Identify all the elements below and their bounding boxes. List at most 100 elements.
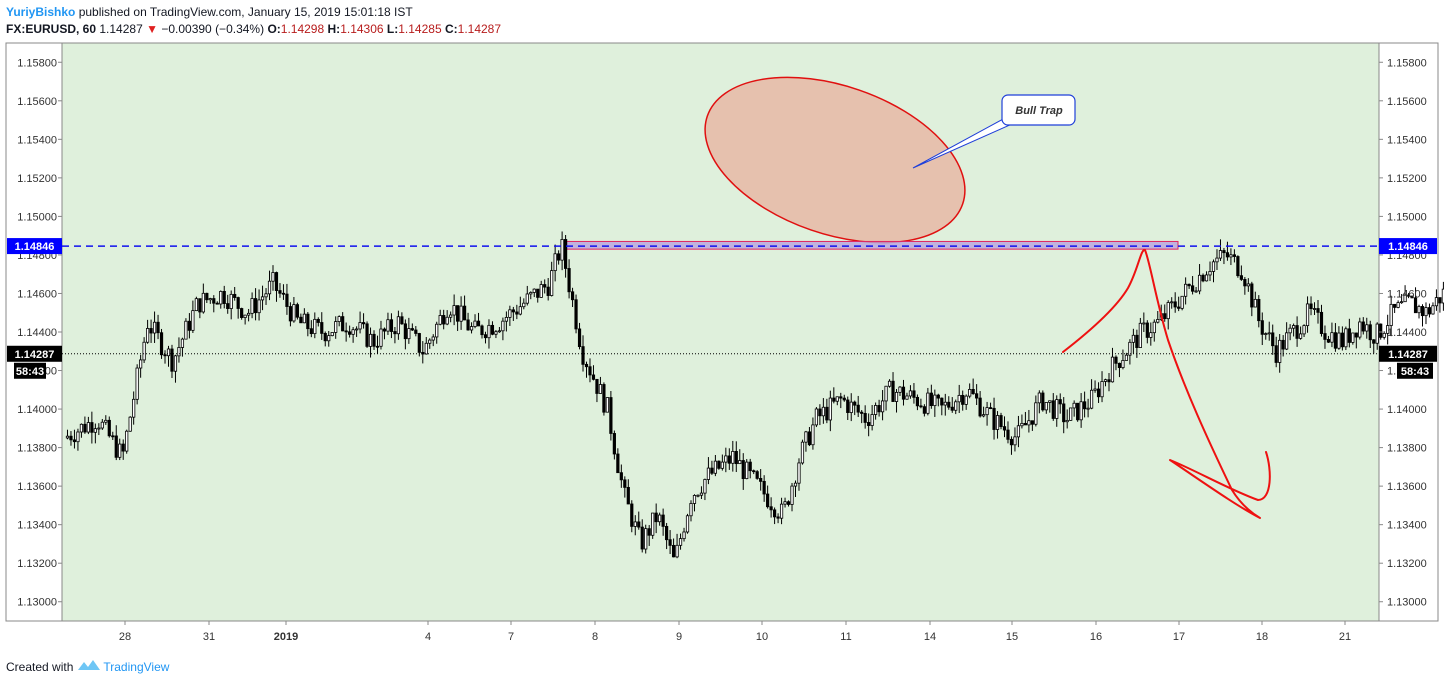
resistance-zone [565,240,1179,250]
candle-body [821,406,825,417]
candle-body [1413,297,1418,314]
candle-body [1278,339,1282,363]
candle-body [971,389,975,395]
candle-body [508,309,512,318]
candle-body [999,415,1003,428]
candle-body [915,396,920,407]
candle-body [769,506,773,511]
candle-body [1285,332,1289,350]
candle-body [1330,332,1334,343]
candle-body [766,493,770,508]
candle-body [83,423,87,433]
candle-body [1016,425,1021,438]
resistance-price-tag-right: 1.14846 [1388,241,1428,253]
candle-body [135,367,139,400]
candle-body [755,471,759,479]
candle-body [247,312,251,316]
candle-body [1372,339,1376,344]
candle-body [1051,400,1055,419]
candle-body [529,292,533,295]
candle-body [462,305,467,321]
candle-body [1243,279,1247,287]
candle-body [337,316,341,322]
candle-body [306,313,310,330]
candle-body [271,272,275,282]
candle-body [1309,303,1313,309]
candle-body [1347,328,1351,343]
candle-body [1156,319,1160,323]
candle-body [1079,401,1083,421]
candle-body [982,414,986,417]
candle-body [1009,438,1014,446]
tradingview-link[interactable]: TradingView [103,659,170,674]
candle-body [595,378,599,394]
candle-body [797,462,801,484]
candle-body [1246,283,1250,287]
tradingview-logo-icon[interactable] [77,658,101,675]
candle-body [793,482,798,487]
candle-body [1326,339,1331,343]
current-price-tag-right: 1.14287 [1388,349,1428,361]
left-price-axis: 1.15800 1.15600 1.15400 1.15200 1.15000 1.148… [17,57,62,609]
candle-body [863,413,867,423]
candle-body [905,395,909,400]
candle-body [428,339,432,344]
candle-body [511,309,515,313]
candle-body [1438,297,1442,304]
candle-body [574,299,578,330]
candle-body [354,328,359,331]
candle-body [738,460,742,465]
candle-body [584,363,589,368]
candle-body [253,298,258,314]
candle-body [490,324,495,335]
candle-body [494,331,498,335]
candle-body [706,467,711,480]
candle-body [1149,332,1153,338]
candle-body [564,239,568,269]
candle-body [198,298,202,313]
candle-body [100,421,104,429]
candle-body [166,348,171,357]
y-tick-label: 1.15000 [17,211,57,223]
candle-body [825,406,829,421]
candle-body [386,319,390,332]
low-value: 1.14285 [398,22,442,36]
current-price-tag: 1.14287 [15,349,55,361]
high-label: H: [327,22,341,36]
candle-body [1072,402,1076,409]
candle-body [1441,288,1444,304]
candle-body [431,336,435,341]
candle-body [1410,295,1414,299]
y-tick-label: 1.15800 [17,57,57,69]
resistance-price-tag-bg [7,238,62,255]
candle-body [288,306,293,322]
candle-body [1163,313,1167,320]
x-tick-label: 18 [1256,631,1268,643]
candle-body [633,521,637,527]
candle-body [922,406,926,414]
candle-body [132,398,136,418]
candle-body [773,509,777,518]
candle-body [964,395,968,405]
candle-body [713,460,717,474]
candle-body [145,328,150,343]
candle-body [1076,402,1080,421]
y-tick-label: 1.14000 [1387,404,1427,416]
candle-body [250,298,254,314]
candle-body [515,311,519,315]
candle-body [591,374,596,380]
candle-body [1100,381,1104,398]
candle-body [807,431,812,446]
candle-body [1208,271,1212,276]
candle-body [187,320,191,331]
candle-body [898,386,902,393]
footer: Created with TradingView [6,658,169,675]
candle-body [682,531,686,540]
candle-body [1114,356,1118,364]
candle-body [961,394,965,405]
candle-body [435,323,439,338]
candle-body [69,435,73,441]
author-link[interactable]: YuriyBishko [6,5,76,19]
candle-body [1232,254,1236,257]
